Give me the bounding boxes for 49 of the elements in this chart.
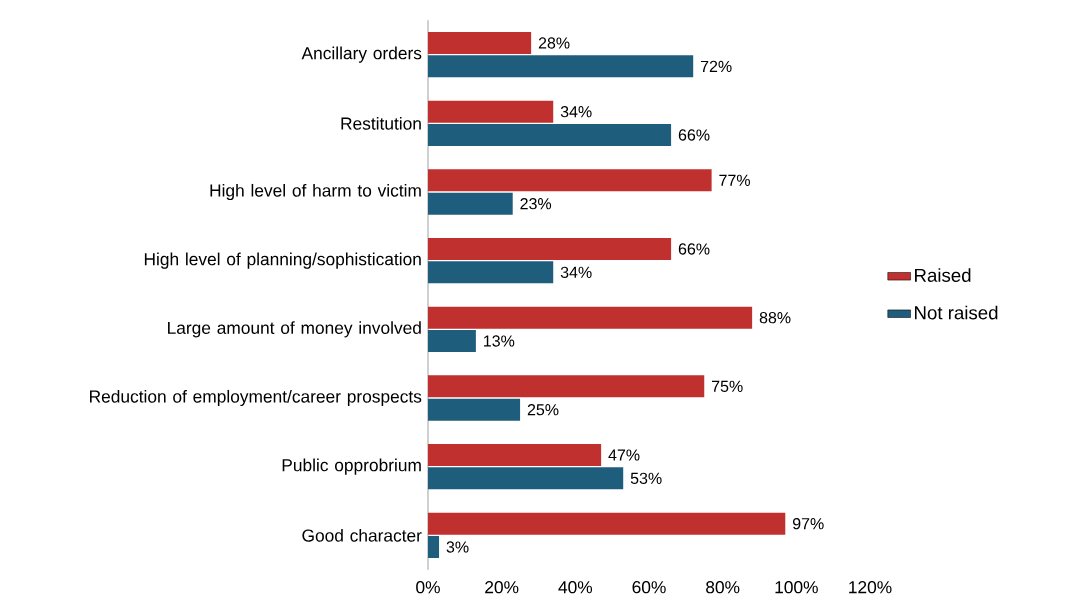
data-label: 13% xyxy=(484,335,515,347)
x-tick-label: 0% xyxy=(416,581,440,594)
x-tick-label: 40% xyxy=(558,581,593,594)
bar xyxy=(428,238,672,260)
bar xyxy=(428,512,786,535)
data-label: 75% xyxy=(712,380,743,392)
x-tick-label: 100% xyxy=(775,581,818,594)
data-label: 3% xyxy=(446,541,469,553)
x-tick-label: 80% xyxy=(706,581,740,594)
bar xyxy=(428,536,440,558)
data-label: 88% xyxy=(759,312,791,324)
data-label: 23% xyxy=(520,198,552,210)
y-tick-label: Ancillary orders xyxy=(301,46,422,63)
y-tick-label: High level of harm to victim xyxy=(210,183,421,201)
data-label: 77% xyxy=(719,174,750,186)
bar xyxy=(428,55,694,78)
data-label: 34% xyxy=(560,106,592,118)
bar xyxy=(428,306,753,329)
y-tick-label: Large amount of money involved xyxy=(168,321,421,338)
y-tick-label: Restitution xyxy=(341,116,421,130)
bar xyxy=(428,330,476,352)
data-label: 66% xyxy=(678,129,710,141)
data-label: 72% xyxy=(700,60,732,72)
y-tick-label: Public opprobrium xyxy=(282,458,421,475)
y-tick-label: Reduction of employment/career prospects xyxy=(90,389,422,407)
bar xyxy=(428,100,554,123)
data-label: 28% xyxy=(538,37,570,49)
data-label: 34% xyxy=(560,266,592,278)
data-label: 25% xyxy=(527,404,559,416)
bar xyxy=(428,444,602,466)
bar xyxy=(428,192,513,215)
data-label: 66% xyxy=(678,243,710,255)
bar xyxy=(428,398,521,421)
x-tick-label: 60% xyxy=(632,581,666,594)
bar xyxy=(428,467,624,490)
legend-label: Not raised xyxy=(915,305,998,320)
data-label: 53% xyxy=(630,472,662,484)
bar xyxy=(428,169,712,192)
bar xyxy=(428,261,554,284)
data-label: 97% xyxy=(792,518,824,530)
x-tick-label: 120% xyxy=(849,581,892,594)
y-tick-label: High level of planning/sophistication xyxy=(144,252,421,269)
bar xyxy=(428,124,672,146)
bar xyxy=(428,375,705,398)
bar xyxy=(428,32,532,54)
x-tick-label: 20% xyxy=(485,581,519,594)
data-label: 47% xyxy=(608,449,640,461)
y-tick-label: Good character xyxy=(302,528,422,542)
legend-label: Raised xyxy=(915,268,971,282)
